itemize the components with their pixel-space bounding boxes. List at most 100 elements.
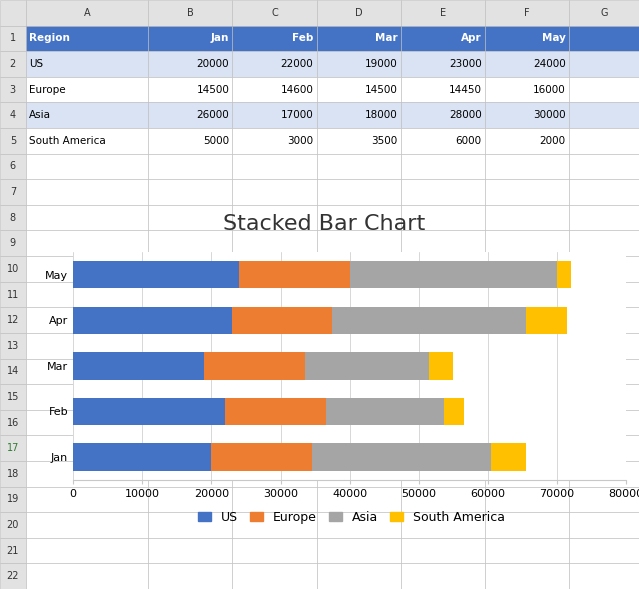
Bar [401,205,485,230]
Bar [401,128,485,154]
Bar [26,384,148,410]
Bar [26,538,148,564]
Bar [73,398,225,425]
Bar [233,307,316,333]
Bar [204,352,305,379]
Bar [148,282,233,307]
Bar [350,261,557,289]
Text: 21: 21 [6,545,19,555]
Bar [569,384,639,410]
Bar [212,444,312,471]
Bar [0,307,26,333]
Bar [401,487,485,512]
Text: 16: 16 [7,418,19,428]
Bar [401,564,485,589]
Text: Stacked Bar Chart: Stacked Bar Chart [223,214,426,234]
Text: 18: 18 [7,469,19,479]
Bar [316,512,401,538]
Bar [316,51,401,77]
Bar [485,359,569,384]
Text: 13: 13 [7,340,19,350]
Bar [26,564,148,589]
Bar [316,77,401,102]
Text: 2: 2 [10,59,16,69]
Bar [148,179,233,205]
Bar [485,282,569,307]
Text: 16000: 16000 [533,85,566,95]
Bar [401,333,485,359]
Bar [429,352,454,379]
Bar [485,128,569,154]
Bar [233,51,316,77]
Bar [0,205,26,230]
Bar [233,282,316,307]
Bar [401,435,485,461]
Text: Feb: Feb [292,34,313,44]
Bar [73,444,212,471]
Bar [26,487,148,512]
Bar [312,444,491,471]
Bar [569,435,639,461]
Bar [0,128,26,154]
Text: 15: 15 [6,392,19,402]
Bar [485,410,569,435]
Bar [401,384,485,410]
Bar [0,435,26,461]
Bar [569,564,639,589]
Bar [316,564,401,589]
Bar [401,256,485,282]
Bar [485,25,569,51]
Text: 20000: 20000 [197,59,229,69]
Bar [233,410,316,435]
Bar [569,51,639,77]
Bar [0,410,26,435]
Text: 26000: 26000 [197,110,229,120]
Text: 28000: 28000 [449,110,482,120]
Bar [316,205,401,230]
Bar [233,384,316,410]
Bar [233,230,316,256]
Bar [26,461,148,487]
Bar [569,538,639,564]
Bar [316,333,401,359]
Bar [26,25,148,51]
Bar [485,0,569,25]
Bar [569,205,639,230]
Text: B: B [187,8,194,18]
Bar [26,307,148,333]
Bar [569,25,639,51]
Bar [485,307,569,333]
Bar [26,0,148,25]
Bar [233,128,316,154]
Bar [233,487,316,512]
Bar [148,205,233,230]
Text: 22000: 22000 [281,59,313,69]
Bar [233,512,316,538]
Bar [316,461,401,487]
Bar [148,154,233,179]
Bar [401,538,485,564]
Bar [401,0,485,25]
Bar [401,461,485,487]
Text: 1: 1 [10,34,16,44]
Bar [26,51,148,77]
Text: 12: 12 [6,315,19,325]
Bar [569,179,639,205]
Text: 19000: 19000 [365,59,397,69]
Bar [26,179,148,205]
Bar [316,307,401,333]
Bar [569,512,639,538]
Bar [316,102,401,128]
Bar [526,307,567,334]
Bar [332,307,526,334]
Bar [148,410,233,435]
Bar [148,564,233,589]
Bar [233,205,316,230]
Bar [485,77,569,102]
Bar [485,179,569,205]
Bar [0,461,26,487]
Bar [73,352,204,379]
Bar [233,102,316,128]
Bar [0,77,26,102]
Legend: US, Europe, Asia, South America: US, Europe, Asia, South America [198,511,505,524]
